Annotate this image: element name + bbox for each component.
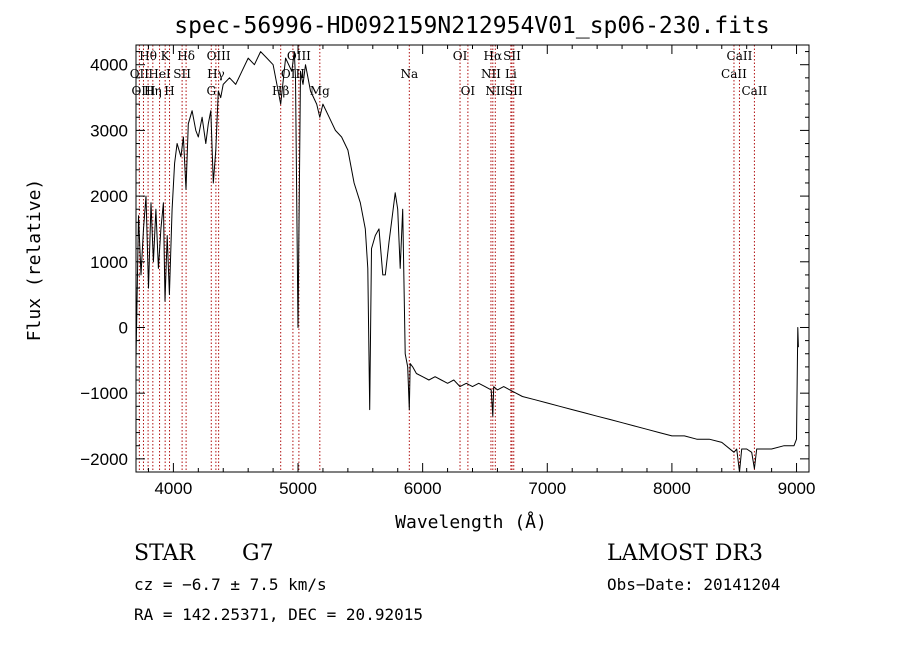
marker-label: SII [173, 67, 191, 81]
y-tick-label: −1000 [80, 384, 128, 403]
marker-label: OIII [207, 49, 231, 63]
x-tick-label: 8000 [653, 479, 691, 498]
marker-label: OI [453, 49, 468, 63]
y-tick-label: 4000 [90, 56, 128, 75]
marker-label: NII [481, 67, 501, 81]
x-tick-label: 6000 [404, 479, 442, 498]
marker-label: Hβ [272, 84, 289, 98]
series-group [135, 51, 799, 473]
redshift-text: cz = −6.7 ± 7.5 km/s [134, 575, 327, 594]
x-tick-label: 7000 [528, 479, 566, 498]
marker-label: Mg [310, 84, 330, 98]
marker-label: CaII [741, 84, 767, 98]
y-tick-label: 1000 [90, 253, 128, 272]
x-axis-ticks: 4000 5000 6000 7000 8000 9000 [147, 45, 816, 498]
object-class: STAR [134, 541, 196, 566]
marker-label: Hδ [177, 49, 195, 63]
marker-label: CaII [727, 49, 753, 63]
x-tick-label: 4000 [154, 479, 192, 498]
marker-label: OIII [131, 84, 155, 98]
y-tick-label: −2000 [80, 450, 128, 469]
coordinates-text: RA = 142.25371, DEC = 20.92015 [134, 605, 423, 624]
marker-label: SII [503, 49, 521, 63]
marker-label: H [164, 84, 174, 98]
marker-label: OII [130, 67, 150, 81]
marker-label: OIII [281, 67, 305, 81]
survey-name: LAMOST DR3 [607, 541, 763, 566]
line-markers [138, 45, 755, 472]
marker-label: Hη [144, 84, 162, 98]
marker-label: CaII [721, 67, 747, 81]
marker-label: SII [505, 84, 523, 98]
y-axis-ticks: −2000 −1000 0 1000 2000 3000 4000 [80, 51, 809, 469]
y-tick-label: 3000 [90, 121, 128, 140]
marker-label: OIII [287, 49, 311, 63]
y-tick-label: 0 [119, 318, 128, 337]
x-axis-label: Wavelength (Å) [395, 511, 547, 533]
line-marker-labels: HθOIIOIIIHηHeIKSIIHHδGHγOIIIHβOIIIOIIIMg… [130, 49, 768, 98]
x-tick-label: 5000 [279, 479, 317, 498]
y-axis-label: Flux (relative) [24, 179, 45, 342]
marker-label: Li [505, 67, 517, 81]
spectrum-line [135, 51, 799, 473]
obs-date-text: Obs−Date: 20141204 [607, 575, 780, 594]
marker-label: HeI [148, 67, 171, 81]
chart-title: spec-56996-HD092159N212954V01_sp06-230.f… [174, 13, 769, 39]
marker-label: Na [400, 67, 418, 81]
marker-label: Hα [484, 49, 503, 63]
marker-label: NII [485, 84, 505, 98]
y-tick-label: 2000 [90, 187, 128, 206]
marker-label: OI [461, 84, 476, 98]
object-subclass: G7 [242, 541, 274, 566]
plot-frame [135, 44, 810, 473]
x-tick-label: 9000 [778, 479, 816, 498]
marker-label: Hθ [139, 49, 157, 63]
marker-label: K [161, 49, 171, 63]
marker-label: Hγ [207, 67, 225, 81]
marker-label: G [206, 84, 216, 98]
